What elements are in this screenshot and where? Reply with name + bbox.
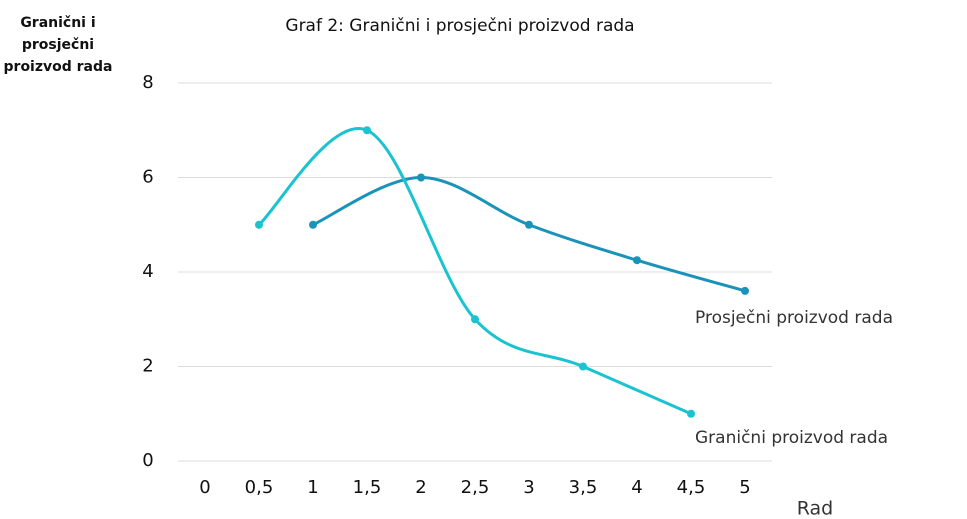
data-point <box>525 220 533 229</box>
x-tick-label: 4 <box>631 477 642 498</box>
data-point <box>255 220 263 229</box>
data-point <box>363 126 371 135</box>
data-point <box>687 409 695 418</box>
y-tick-label: 2 <box>142 356 153 377</box>
x-tick-label: 3 <box>523 477 534 498</box>
y-tick-label: 0 <box>142 450 153 471</box>
y-tick-label: 6 <box>142 167 153 188</box>
series-label: Prosječni proizvod rada <box>695 308 893 328</box>
x-tick-label: 1 <box>307 477 318 498</box>
x-tick-label: 4,5 <box>677 477 706 498</box>
data-point <box>741 286 749 295</box>
x-tick-label: 0,5 <box>245 477 274 498</box>
data-point <box>633 256 641 265</box>
series-line <box>257 127 692 416</box>
x-tick-label: 3,5 <box>569 477 598 498</box>
chart-title: Graf 2: Granični i prosječni proizvod ra… <box>285 16 634 36</box>
y-tick-label: 4 <box>142 261 153 282</box>
x-axis-label: Rad <box>797 498 834 519</box>
data-point <box>309 220 317 229</box>
x-tick-label: 2 <box>415 477 426 498</box>
x-tick-label: 1,5 <box>353 477 382 498</box>
x-tick-label: 5 <box>739 477 750 498</box>
data-point <box>417 173 425 182</box>
y-tick-label: 8 <box>142 72 153 93</box>
data-point <box>471 315 479 324</box>
data-point <box>579 362 587 371</box>
series-label: Granični proizvod rada <box>695 428 888 448</box>
y-axis-label: Granični i prosječni proizvod rada <box>3 15 113 75</box>
x-tick-label: 0 <box>199 477 210 498</box>
series-line <box>312 175 746 293</box>
x-tick-label: 2,5 <box>461 477 490 498</box>
